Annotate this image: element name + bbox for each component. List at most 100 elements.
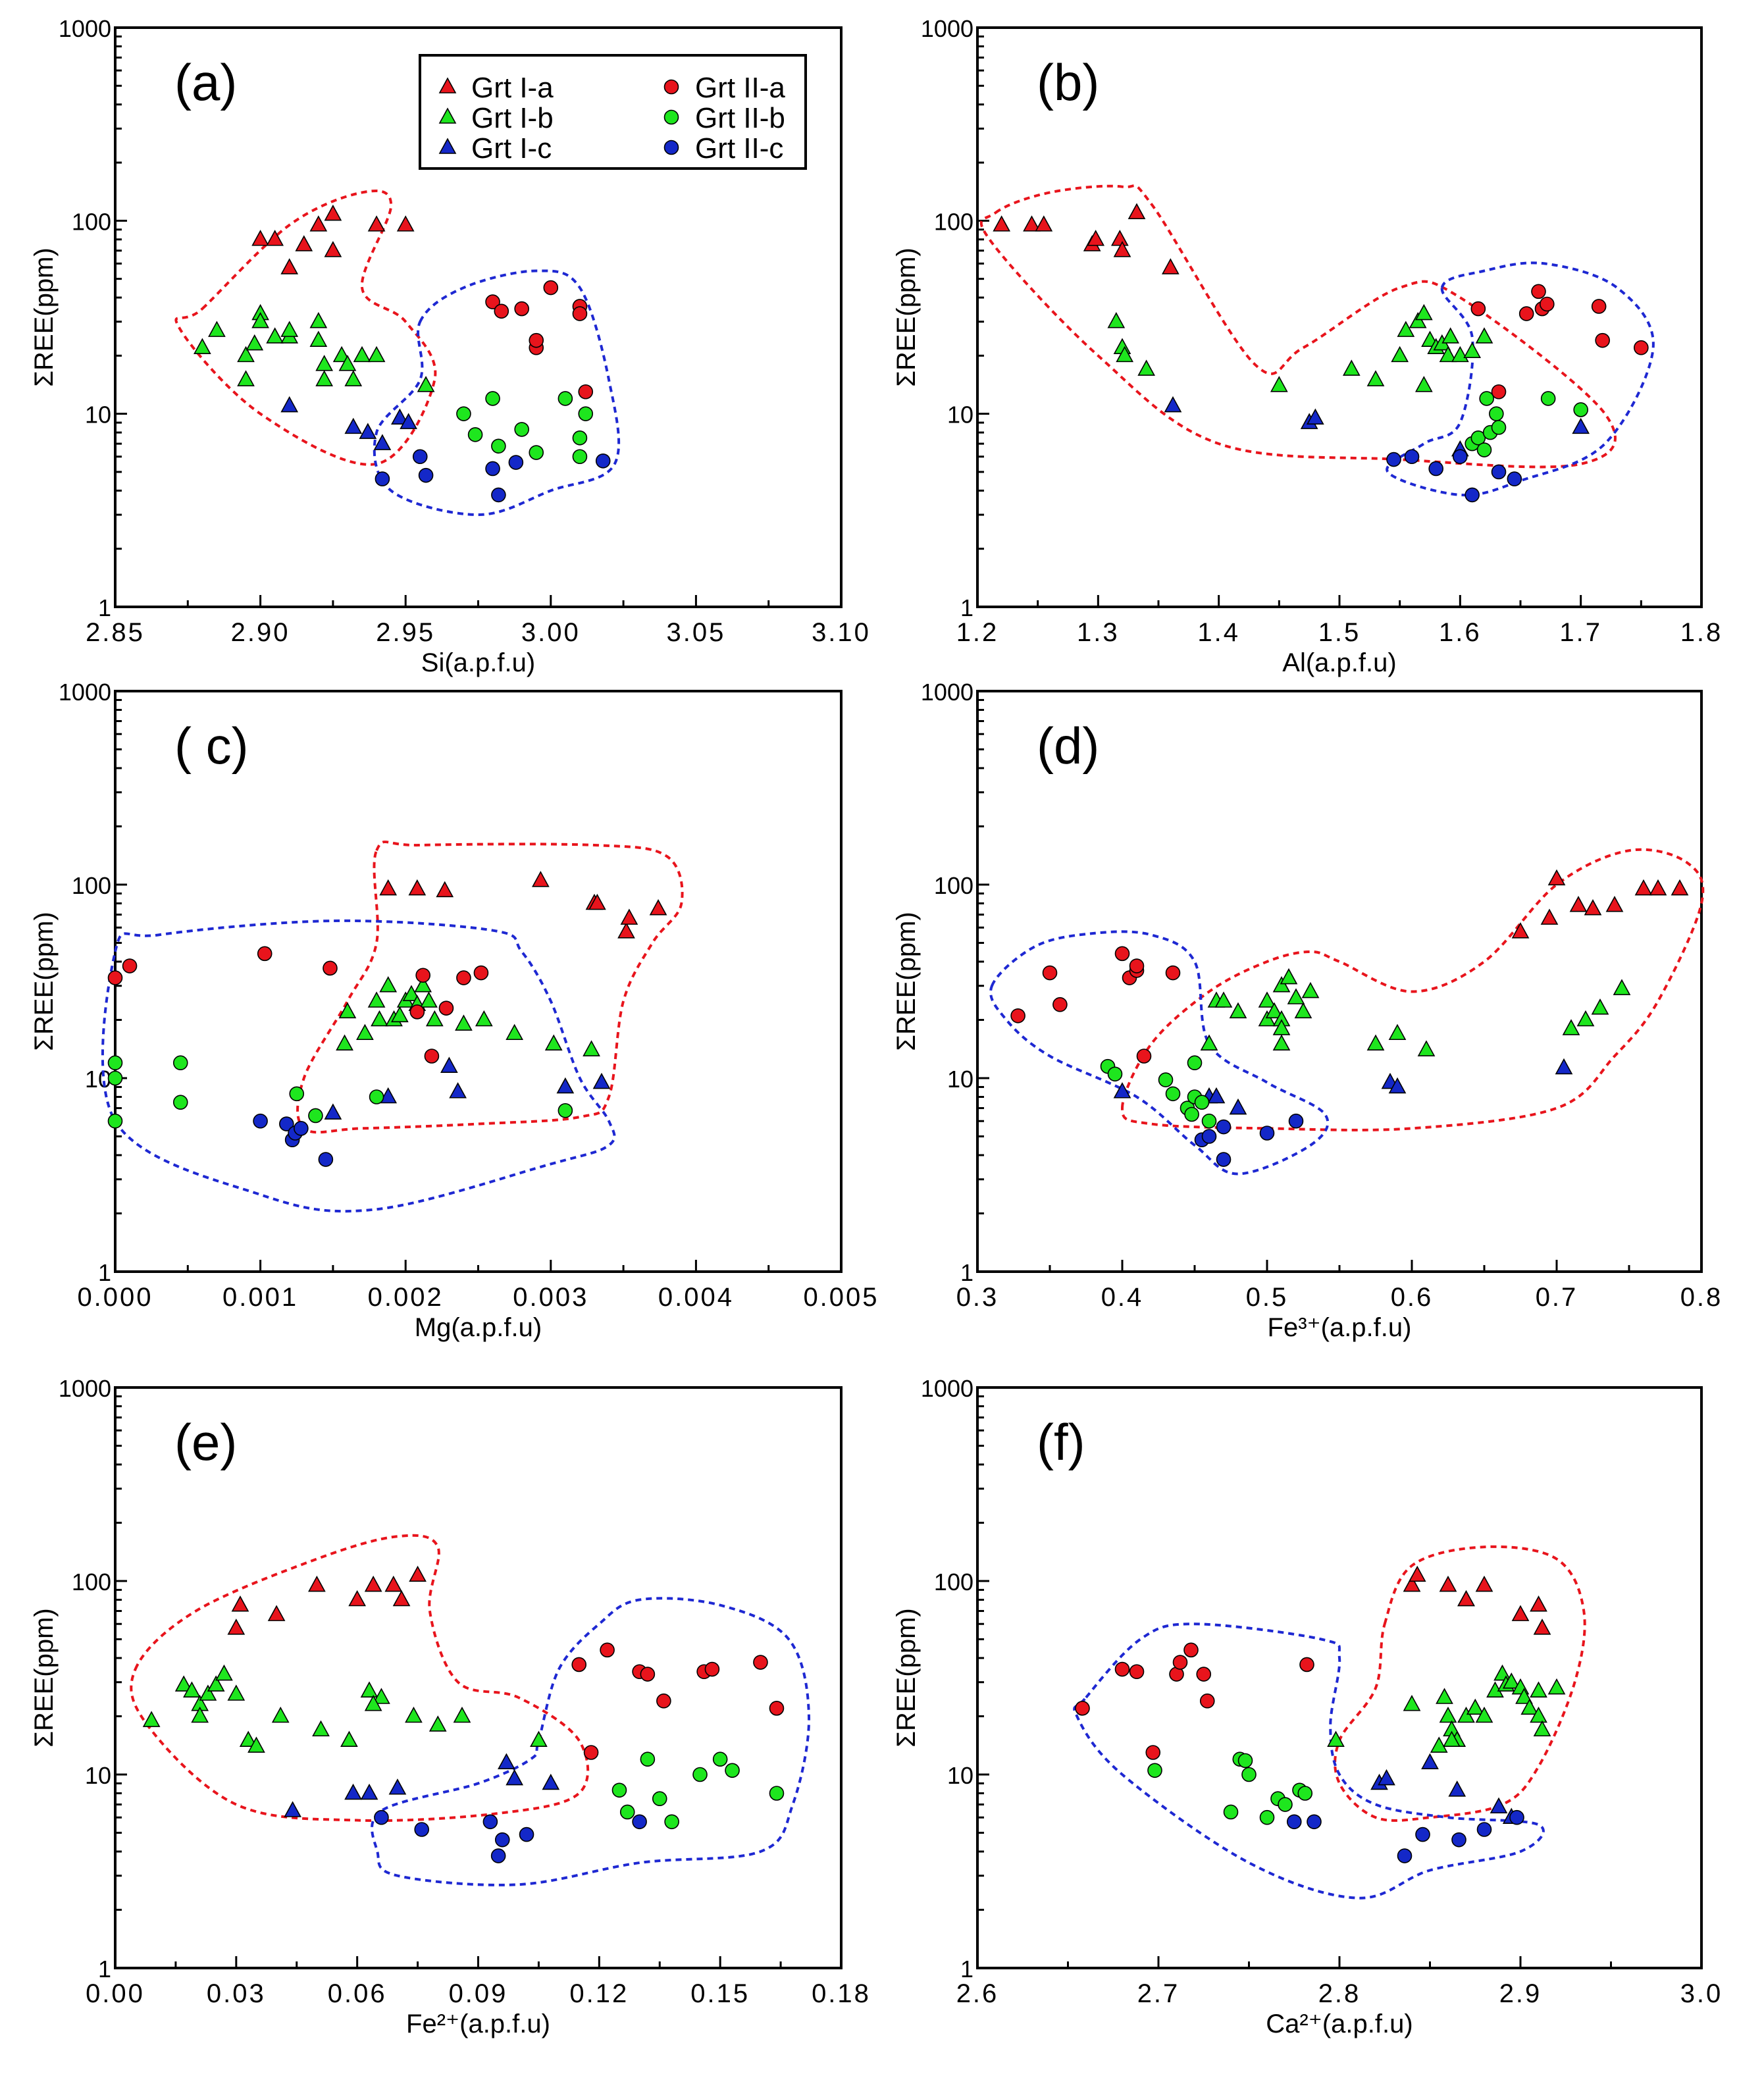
data-point	[1569, 896, 1588, 912]
chart-panel-3: 1 10 100 1000 0.000 0.001 0.002 0.003 0.004 0.005…	[30, 679, 877, 1342]
x-tick-label: 0.03	[207, 1979, 266, 2008]
data-point	[1671, 879, 1689, 896]
data-point	[388, 1778, 407, 1795]
data-point	[1397, 1848, 1413, 1863]
data-point	[1114, 1661, 1130, 1677]
data-point	[402, 985, 421, 1001]
data-point	[1443, 1730, 1461, 1748]
data-point	[1165, 1086, 1181, 1102]
x-tick-label: 0.004	[658, 1283, 734, 1312]
data-point	[456, 970, 471, 985]
series-grt-i-a	[379, 871, 667, 939]
data-point	[107, 1070, 123, 1086]
data-point	[309, 215, 328, 232]
data-point	[1520, 1698, 1539, 1715]
data-point	[712, 1751, 728, 1767]
data-point	[309, 330, 328, 347]
series-grt-ii-a	[485, 280, 594, 400]
data-point	[1439, 346, 1457, 363]
data-point	[1493, 1664, 1511, 1681]
data-point	[1453, 449, 1468, 465]
data-point	[438, 1000, 454, 1016]
series-grt-i-a	[1403, 1565, 1551, 1635]
panel-label: (e)	[174, 1413, 237, 1471]
data-point	[107, 970, 123, 985]
data-point	[1475, 1706, 1493, 1723]
data-point	[556, 1077, 575, 1094]
data-point	[1184, 1106, 1199, 1122]
data-point	[215, 1664, 233, 1681]
data-point	[338, 355, 357, 371]
data-point	[332, 346, 351, 363]
data-point	[1430, 1736, 1448, 1753]
data-point	[640, 1667, 656, 1682]
data-point	[1439, 1706, 1457, 1723]
data-point	[769, 1786, 785, 1801]
series-grt-i-b	[194, 303, 435, 392]
data-point	[266, 327, 284, 344]
data-point	[280, 321, 299, 337]
data-point	[396, 215, 415, 232]
data-point	[344, 417, 363, 434]
data-point	[632, 1814, 647, 1830]
y-tick-label: 1000	[59, 15, 111, 42]
data-point	[420, 991, 438, 1008]
data-point	[1114, 946, 1130, 962]
data-point	[529, 332, 544, 348]
series-grt-i-c	[1370, 1753, 1520, 1825]
data-point	[1216, 1119, 1232, 1135]
data-point	[308, 1108, 323, 1124]
data-point	[414, 1822, 430, 1837]
data-point	[1502, 1672, 1520, 1689]
data-point	[1187, 1055, 1203, 1071]
data-point	[425, 1010, 444, 1027]
data-point	[619, 1804, 635, 1820]
data-point	[453, 1706, 471, 1723]
data-point	[1439, 1575, 1457, 1592]
data-point	[1306, 408, 1324, 425]
data-point	[1129, 1664, 1145, 1680]
data-point	[1515, 1688, 1533, 1704]
data-point	[1428, 461, 1443, 477]
field-envelope-blue	[373, 269, 621, 517]
data-point	[490, 1848, 506, 1863]
data-point	[514, 301, 529, 317]
data-point	[656, 1693, 671, 1709]
x-tick-label: 2.90	[231, 618, 290, 647]
data-point	[359, 423, 377, 439]
y-axis-label: ΣREE(ppm)	[30, 247, 59, 386]
chart-panel-6: 1 10 100 1000 2.6 2.7 2.8 2.9 3.0 Ca²⁺(a.p.f.u) ΣR…	[892, 1375, 1721, 2038]
data-point	[1278, 1797, 1293, 1812]
data-point	[1216, 1152, 1232, 1167]
data-point	[1366, 1034, 1385, 1051]
data-point	[1265, 1002, 1284, 1019]
series-grt-i-c	[280, 396, 417, 450]
data-point	[1409, 312, 1427, 328]
series-grt-i-b	[142, 1664, 548, 1753]
data-point	[1634, 879, 1653, 896]
x-tick-label: 0.3	[956, 1283, 999, 1312]
x-axis-label: Fe³⁺(a.p.f.u)	[1268, 1313, 1412, 1342]
data-point	[1288, 1113, 1304, 1129]
data-point	[280, 396, 299, 413]
data-point	[271, 1706, 290, 1723]
series-grt-i-a	[993, 203, 1180, 274]
series-grt-ii-c	[374, 1809, 647, 1863]
data-point	[1286, 1814, 1302, 1830]
data-point	[1259, 1809, 1275, 1825]
panel-label: ( c)	[174, 717, 249, 775]
x-tick-label: 2.6	[956, 1979, 999, 2008]
y-tick-label: 1	[98, 594, 111, 621]
data-point	[323, 960, 338, 976]
data-point	[344, 370, 363, 386]
y-tick-label: 10	[947, 1762, 973, 1789]
data-point	[583, 1745, 599, 1760]
data-point	[1207, 1087, 1226, 1104]
data-point	[374, 1809, 389, 1825]
data-point	[1229, 1098, 1247, 1115]
data-point	[1164, 396, 1182, 413]
data-point	[491, 438, 506, 454]
data-point	[412, 449, 428, 465]
data-point	[1414, 376, 1433, 392]
data-point	[1145, 1745, 1161, 1760]
